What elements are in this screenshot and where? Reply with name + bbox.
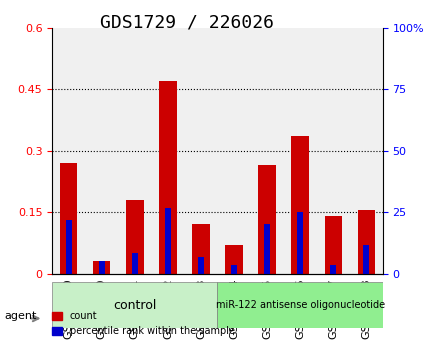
Bar <box>126 200 143 274</box>
Bar <box>329 265 335 274</box>
Bar <box>250 28 283 274</box>
Text: GDS1729 / 226026: GDS1729 / 226026 <box>100 14 273 32</box>
Bar <box>316 28 349 274</box>
Bar <box>225 245 242 274</box>
Bar <box>151 28 184 274</box>
Bar <box>159 81 176 274</box>
Bar <box>263 224 270 274</box>
Bar <box>52 28 85 274</box>
Bar <box>258 165 275 274</box>
Bar <box>93 261 110 274</box>
Bar <box>283 28 316 274</box>
Bar <box>197 257 204 274</box>
Bar <box>60 163 77 274</box>
Bar <box>324 216 341 274</box>
Bar <box>357 210 374 274</box>
Bar <box>349 28 382 274</box>
Bar <box>118 28 151 274</box>
Legend: count, percentile rank within the sample: count, percentile rank within the sample <box>48 307 238 340</box>
Bar <box>217 28 250 274</box>
Bar <box>132 253 138 274</box>
FancyBboxPatch shape <box>217 282 382 328</box>
Text: control: control <box>113 298 156 312</box>
Text: miR-122 antisense oligonucleotide: miR-122 antisense oligonucleotide <box>215 300 384 310</box>
Bar <box>164 208 171 274</box>
Text: agent: agent <box>4 311 36 321</box>
Bar <box>230 265 237 274</box>
Bar <box>184 28 217 274</box>
Bar <box>362 245 368 274</box>
Bar <box>85 28 118 274</box>
FancyBboxPatch shape <box>52 282 217 328</box>
Bar <box>192 224 209 274</box>
Bar <box>66 220 72 274</box>
Bar <box>291 136 308 274</box>
Bar <box>296 212 302 274</box>
Bar <box>99 261 105 274</box>
